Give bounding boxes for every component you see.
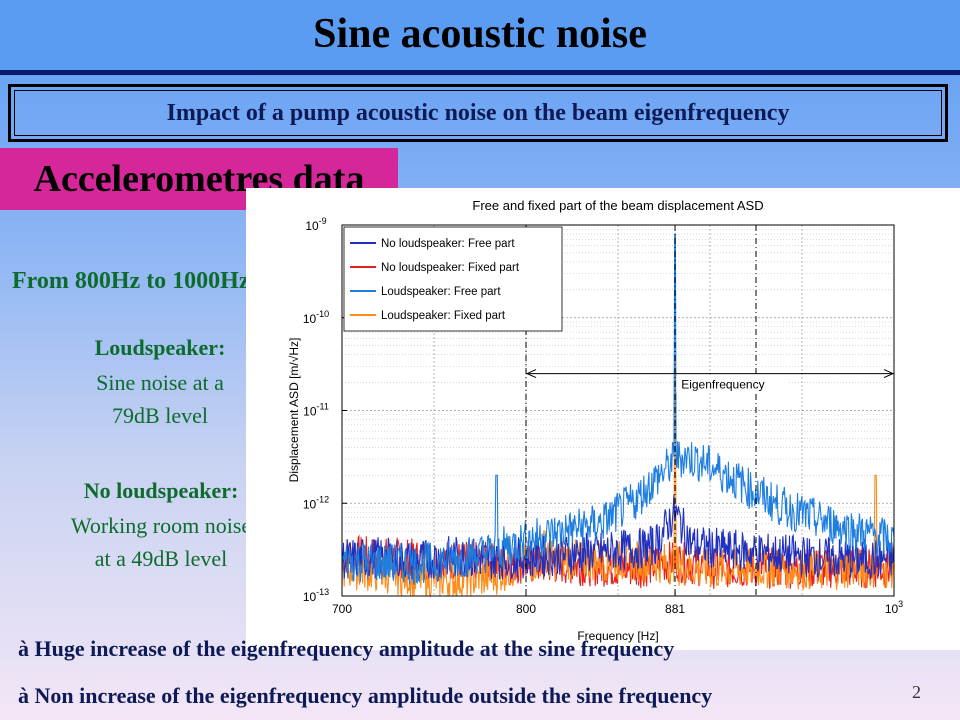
title-rule	[0, 70, 960, 75]
loudspeaker-line1: Sine noise at a	[96, 370, 224, 395]
chart-title: Free and fixed part of the beam displace…	[472, 198, 763, 213]
slide-subtitle: Impact of a pump acoustic noise on the b…	[14, 90, 942, 136]
range-label: From 800Hz to 1000Hz:	[12, 268, 258, 294]
y-tick-label: 10-11	[303, 402, 329, 419]
bullet-2: à Non increase of the eigenfrequency amp…	[18, 683, 713, 708]
title-bar	[0, 0, 960, 76]
no-loudspeaker-line1: Working room noise	[70, 513, 252, 538]
series-line	[341, 233, 895, 585]
series-line	[341, 354, 895, 598]
y-tick-label: 10-10	[303, 309, 329, 326]
y-tick-label: 10-9	[305, 216, 326, 233]
x-tick-label: 800	[516, 602, 536, 616]
annotation-eigenfrequency: Eigenfrequency	[681, 378, 764, 392]
x-tick-label: 103	[885, 599, 903, 616]
no-loudspeaker-line2: at a 49dB level	[94, 546, 228, 571]
legend-label: No loudspeaker: Fixed part	[381, 262, 520, 274]
legend: No loudspeaker: Free part No loudspeaker:…	[343, 226, 563, 332]
legend-label: No loudspeaker: Free part	[381, 238, 515, 250]
loudspeaker-line2: 79dB level	[112, 403, 208, 428]
annotation-bg	[676, 376, 789, 392]
chart-panel: Free and fixed part of the beam displace…	[246, 188, 960, 650]
subtitle-box: Impact of a pump acoustic noise on the b…	[8, 84, 948, 142]
asd-chart: Free and fixed part of the beam displace…	[287, 198, 903, 643]
y-axis-label: Displacement ASD [m/√Hz]	[287, 338, 301, 483]
x-tick-label: 700	[332, 602, 352, 616]
page-number: 2	[912, 682, 921, 702]
series-line	[341, 494, 895, 580]
legend-label: Loudspeaker: Fixed part	[381, 310, 506, 322]
x-tick-label: 881	[665, 602, 685, 616]
loudspeaker-title: Loudspeaker:	[94, 335, 226, 360]
y-tick-label: 10-12	[303, 494, 329, 511]
arrow-head-left	[525, 369, 537, 379]
bullet-1: à Huge increase of the eigenfrequency am…	[18, 636, 675, 661]
legend-box	[343, 226, 563, 332]
no-loudspeaker-title: No loudspeaker:	[83, 478, 239, 503]
slide-title: Sine acoustic noise	[313, 11, 647, 57]
legend-label: Loudspeaker: Free part	[381, 286, 501, 298]
y-tick-label: 10-13	[303, 587, 329, 604]
arrow-head-right	[883, 369, 895, 379]
x-axis-label: Frequency [Hz]	[577, 629, 658, 643]
